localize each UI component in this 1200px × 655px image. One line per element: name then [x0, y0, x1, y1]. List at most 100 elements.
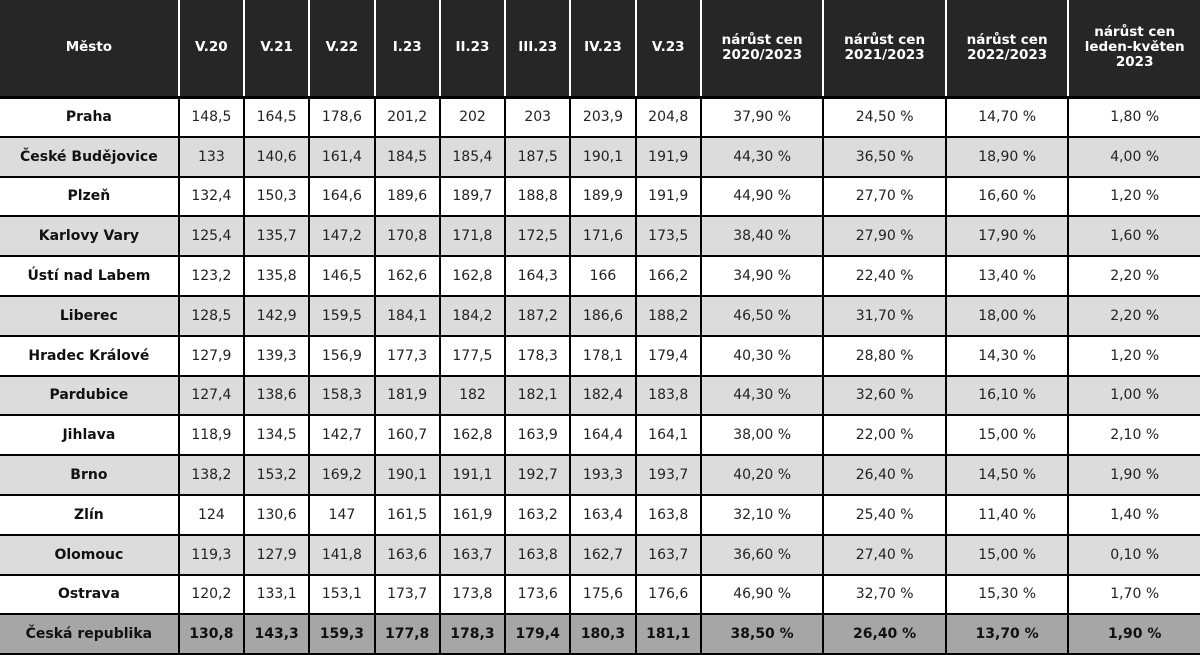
value-cell: 38,40 %: [699, 215, 825, 258]
value-cell: 171,6: [569, 215, 637, 258]
value-cell: 182,4: [569, 374, 637, 417]
value-cell: 31,70 %: [822, 294, 947, 337]
city-name-cell: Pardubice: [0, 374, 180, 417]
value-cell: 189,7: [438, 175, 507, 218]
value-cell: 2,10 %: [1067, 414, 1200, 457]
value-cell: 14,50 %: [944, 454, 1070, 496]
value-cell: 163,9: [504, 414, 572, 457]
value-cell: 14,30 %: [944, 334, 1070, 377]
value-cell: 173,5: [634, 215, 702, 258]
value-cell: 190,1: [373, 454, 441, 496]
table-row: Liberec 128,5 142,9 159,5 184,1 184,2 187,2 186…: [0, 294, 1200, 337]
value-cell: 192,7: [504, 454, 572, 496]
total-value-cell: 1,90 %: [1067, 613, 1200, 655]
total-value-cell: 38,50 %: [699, 613, 825, 655]
city-name-cell: Liberec: [0, 294, 180, 337]
value-cell: 130,6: [242, 493, 311, 536]
value-cell: 161,9: [438, 493, 507, 536]
value-cell: 32,60 %: [822, 374, 947, 417]
value-cell: 201,2: [373, 96, 441, 138]
value-cell: 166,2: [634, 255, 702, 297]
total-label-cell: Česká republika: [0, 613, 180, 655]
column-header: nárůst cen 2022/2023: [944, 0, 1070, 99]
value-cell: 133: [177, 135, 246, 178]
value-cell: 127,9: [242, 533, 311, 576]
value-cell: 1,40 %: [1067, 493, 1200, 536]
city-name-cell: Brno: [0, 454, 180, 496]
value-cell: 177,3: [373, 334, 441, 377]
value-cell: 173,7: [373, 573, 441, 616]
value-cell: 148,5: [177, 96, 246, 138]
value-cell: 162,8: [438, 414, 507, 457]
value-cell: 156,9: [308, 334, 376, 377]
value-cell: 26,40 %: [822, 454, 947, 496]
value-cell: 163,2: [504, 493, 572, 536]
value-cell: 22,40 %: [822, 255, 947, 297]
value-cell: 164,4: [569, 414, 637, 457]
table-row: Praha 148,5 164,5 178,6 201,2 202 203 203,9 204,…: [0, 96, 1200, 138]
value-cell: 123,2: [177, 255, 246, 297]
value-cell: 162,6: [373, 255, 441, 297]
total-value-cell: 177,8: [373, 613, 441, 655]
total-value-cell: 159,3: [308, 613, 376, 655]
value-cell: 118,9: [177, 414, 246, 457]
value-cell: 163,4: [569, 493, 637, 536]
value-cell: 17,90 %: [944, 215, 1070, 258]
value-cell: 128,5: [177, 294, 246, 337]
city-name-cell: Hradec Králové: [0, 334, 180, 377]
value-cell: 166: [569, 255, 637, 297]
value-cell: 159,5: [308, 294, 376, 337]
value-cell: 189,9: [569, 175, 637, 218]
value-cell: 191,9: [634, 135, 702, 178]
value-cell: 147: [308, 493, 376, 536]
value-cell: 191,1: [438, 454, 507, 496]
value-cell: 134,5: [242, 414, 311, 457]
city-name-cell: Ostrava: [0, 573, 180, 616]
value-cell: 2,20 %: [1067, 294, 1200, 337]
value-cell: 182: [438, 374, 507, 417]
value-cell: 44,90 %: [699, 175, 825, 218]
city-name-cell: Praha: [0, 96, 180, 138]
value-cell: 127,4: [177, 374, 246, 417]
value-cell: 38,00 %: [699, 414, 825, 457]
value-cell: 13,40 %: [944, 255, 1070, 297]
value-cell: 32,70 %: [822, 573, 947, 616]
value-cell: 179,4: [634, 334, 702, 377]
value-cell: 22,00 %: [822, 414, 947, 457]
value-cell: 46,90 %: [699, 573, 825, 616]
value-cell: 163,6: [373, 533, 441, 576]
column-header: V.21: [242, 0, 311, 99]
value-cell: 142,7: [308, 414, 376, 457]
value-cell: 2,20 %: [1067, 255, 1200, 297]
value-cell: 40,30 %: [699, 334, 825, 377]
value-cell: 138,2: [177, 454, 246, 496]
value-cell: 160,7: [373, 414, 441, 457]
value-cell: 193,3: [569, 454, 637, 496]
value-cell: 185,4: [438, 135, 507, 178]
value-cell: 173,6: [504, 573, 572, 616]
value-cell: 146,5: [308, 255, 376, 297]
header-row: Město V.20 V.21 V.22 I.23 II.23 III.23 IV.23 V.2…: [0, 0, 1200, 99]
value-cell: 178,1: [569, 334, 637, 377]
total-value-cell: 13,70 %: [944, 613, 1070, 655]
value-cell: 125,4: [177, 215, 246, 258]
value-cell: 27,90 %: [822, 215, 947, 258]
value-cell: 1,60 %: [1067, 215, 1200, 258]
value-cell: 164,1: [634, 414, 702, 457]
column-header: V.23: [634, 0, 702, 99]
value-cell: 176,6: [634, 573, 702, 616]
value-cell: 124: [177, 493, 246, 536]
value-cell: 202: [438, 96, 507, 138]
column-header: IV.23: [569, 0, 637, 99]
value-cell: 34,90 %: [699, 255, 825, 297]
value-cell: 132,4: [177, 175, 246, 218]
total-value-cell: 26,40 %: [822, 613, 947, 655]
total-value-cell: 143,3: [242, 613, 311, 655]
city-name-cell: Plzeň: [0, 175, 180, 218]
table-row: Ostrava 120,2 133,1 153,1 173,7 173,8 173,6 175…: [0, 573, 1200, 616]
value-cell: 1,90 %: [1067, 454, 1200, 496]
column-header: V.22: [308, 0, 376, 99]
value-cell: 191,9: [634, 175, 702, 218]
value-cell: 184,2: [438, 294, 507, 337]
city-name-cell: Ústí nad Labem: [0, 255, 180, 297]
